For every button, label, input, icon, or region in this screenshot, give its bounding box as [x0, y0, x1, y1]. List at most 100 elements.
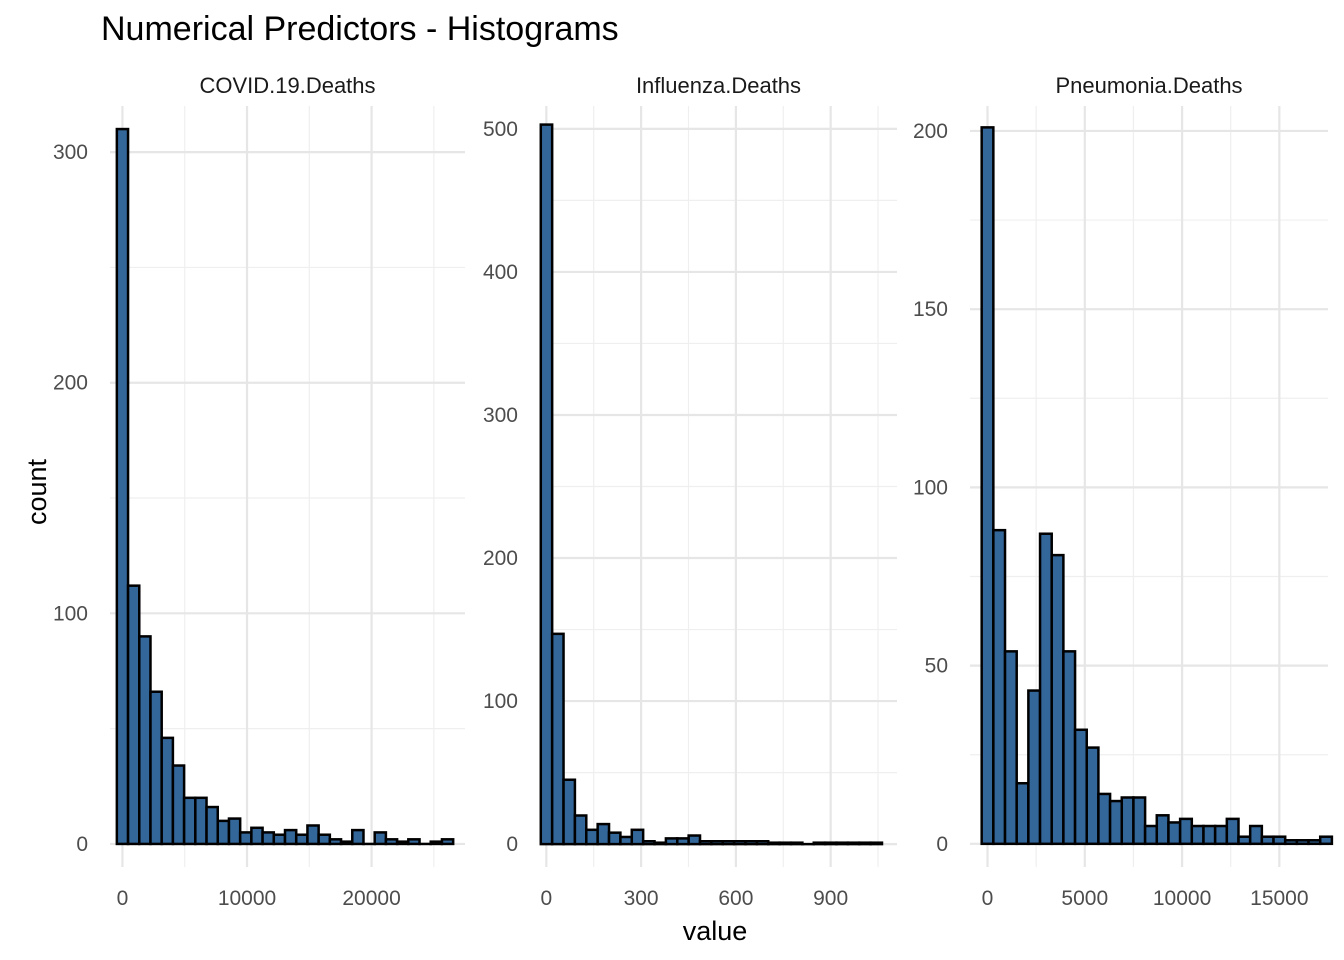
panel-2: Pneumonia.Deaths 0 5000 10000 15000 0 50 100 150…	[913, 73, 1334, 910]
histogram-bar	[1015, 781, 1030, 846]
histogram-bar	[732, 840, 747, 846]
x-tick-label: 10000	[218, 887, 276, 910]
histogram-bar	[138, 635, 152, 846]
histogram-bar	[1097, 792, 1112, 846]
x-tick-label: 600	[718, 887, 753, 910]
histogram-bar	[395, 840, 410, 846]
histogram-bar	[596, 822, 611, 846]
facet-strip-label: Pneumonia.Deaths	[1055, 73, 1242, 98]
histogram-bar	[607, 831, 622, 846]
histogram-bar	[1248, 824, 1264, 846]
histogram-bar	[710, 840, 725, 846]
histogram-bar	[755, 840, 770, 846]
histogram-bar	[238, 831, 253, 846]
x-tick-label: 900	[813, 887, 848, 910]
histogram-bar	[440, 838, 455, 846]
histogram-bar	[1307, 839, 1322, 846]
histogram-bar	[328, 838, 343, 846]
facet-strip-label: COVID.19.Deaths	[199, 73, 375, 98]
x-tick-label: 0	[540, 887, 552, 910]
y-tick-label: 50	[925, 655, 948, 678]
histogram-bar	[250, 826, 264, 846]
y-axis-title: count	[22, 458, 52, 525]
histogram-bar	[585, 828, 599, 846]
histogram-bar	[812, 841, 827, 846]
histogram-bar	[373, 831, 388, 846]
histogram-bar	[550, 632, 565, 846]
histogram-bar	[1155, 814, 1170, 846]
histogram-bar	[1050, 553, 1065, 846]
histogram-bar	[1062, 650, 1077, 846]
y-tick-label: 100	[483, 690, 518, 713]
histogram-bar	[149, 690, 163, 846]
histogram-bar	[1202, 824, 1217, 846]
histogram-bar	[1213, 824, 1229, 846]
y-tick-label: 0	[936, 833, 948, 856]
histogram-bar	[687, 834, 702, 846]
histogram-bar	[664, 837, 679, 846]
y-tick-label: 200	[483, 547, 518, 570]
histogram-bar	[1283, 839, 1299, 846]
histogram-bar	[384, 838, 399, 846]
y-tick-label: 300	[53, 141, 88, 164]
histogram-bar	[1272, 835, 1287, 846]
histogram-bar	[182, 796, 197, 846]
histogram-bar	[1318, 835, 1334, 846]
chart-title: Numerical Predictors - Histograms	[101, 10, 619, 48]
histogram-bar	[1038, 532, 1053, 846]
histogram-bar	[1085, 746, 1100, 846]
y-tick-label: 100	[913, 476, 948, 499]
histogram-bar	[1225, 817, 1240, 846]
histogram-bar	[980, 126, 995, 846]
histogram-bar	[1003, 650, 1018, 846]
y-tick-label: 100	[53, 602, 88, 625]
x-tick-label: 10000	[1153, 887, 1211, 910]
histogram-bar	[429, 840, 444, 846]
histogram-bar	[619, 835, 634, 846]
x-axis-title: value	[683, 916, 748, 946]
y-tick-label: 500	[483, 118, 518, 141]
histogram-bar	[857, 841, 872, 846]
histogram-bar	[339, 840, 354, 846]
histogram-bar	[630, 828, 645, 846]
histogram-bar	[767, 841, 781, 846]
histogram-bar	[306, 824, 320, 846]
panel-1: Influenza.Deaths 0 300 600 900 0 100 200 300 400 5…	[483, 73, 897, 910]
histogram-bar	[1108, 799, 1124, 846]
histogram-bar	[641, 840, 656, 846]
histogram-bar	[1237, 835, 1252, 846]
histogram-bar	[272, 833, 287, 846]
histogram-bar	[160, 736, 175, 846]
histogram-bar	[115, 127, 130, 846]
histogram-bar	[294, 833, 309, 846]
histogram-bar	[407, 838, 421, 846]
histogram-bar	[698, 840, 713, 846]
y-tick-label: 200	[53, 372, 88, 395]
x-tick-label: 5000	[1061, 887, 1108, 910]
histogram-bar	[789, 841, 804, 846]
y-tick-label: 0	[506, 833, 518, 856]
histogram-bar	[562, 778, 577, 846]
x-tick-label: 300	[624, 887, 659, 910]
histogram-bar	[835, 841, 850, 846]
y-tick-label: 200	[913, 120, 948, 143]
panel-0: COVID.19.Deaths 0 10000 20000 0 100 200 300	[53, 73, 465, 910]
histogram-bar	[1295, 839, 1310, 846]
histogram-bar	[283, 828, 298, 846]
x-tick-label: 0	[982, 887, 994, 910]
histogram-bar	[823, 841, 838, 846]
histogram-bar	[126, 584, 141, 846]
y-tick-label: 0	[76, 833, 88, 856]
histogram-bar	[539, 123, 554, 846]
histogram-bar	[194, 796, 208, 846]
histogram-bar	[351, 828, 365, 846]
histogram-bar	[744, 840, 759, 846]
histogram-bar	[261, 831, 276, 846]
y-tick-label: 400	[483, 261, 518, 284]
y-tick-label: 150	[913, 298, 948, 321]
histogram-bar	[846, 841, 861, 846]
x-tick-label: 0	[117, 887, 129, 910]
histogram-bar	[1260, 835, 1275, 846]
